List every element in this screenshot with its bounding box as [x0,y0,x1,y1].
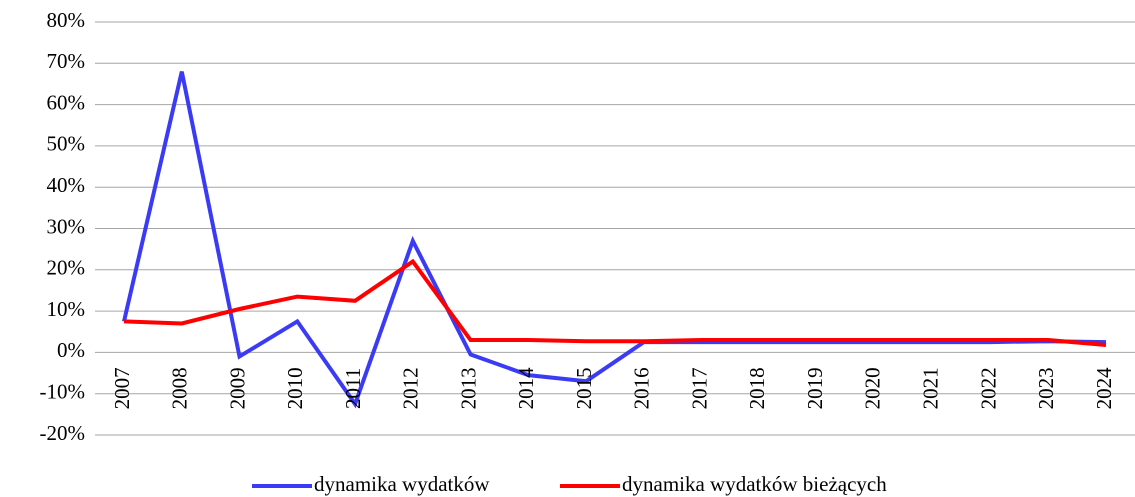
y-tick-label: 0% [57,338,85,362]
x-tick-label: 2023 [1034,367,1058,409]
x-tick-label: 2024 [1092,367,1116,410]
y-tick-label: 70% [47,49,86,73]
y-tick-label: 10% [47,297,86,321]
y-tick-label: 80% [47,8,86,32]
legend-label: dynamika wydatków [314,472,490,496]
y-tick-label: -10% [40,380,86,404]
y-tick-label: -20% [40,421,86,445]
x-tick-label: 2021 [919,367,943,409]
x-tick-label: 2016 [630,367,654,409]
x-tick-label: 2015 [572,367,596,409]
series-line [123,258,1107,347]
x-tick-label: 2013 [456,367,480,409]
x-tick-label: 2018 [745,367,769,409]
x-tick-label: 2008 [168,367,192,409]
x-tick-label: 2017 [687,367,711,409]
x-tick-label: 2007 [110,367,134,409]
x-tick-label: 2022 [976,367,1000,409]
x-tick-label: 2009 [225,367,249,409]
x-tick-label: 2020 [861,367,885,409]
y-tick-label: 60% [47,90,86,114]
y-tick-label: 40% [47,173,86,197]
x-tick-label: 2011 [341,368,365,409]
y-tick-label: 30% [47,214,86,238]
series-line [122,71,1107,409]
x-tick-label: 2019 [803,367,827,409]
legend-label: dynamika wydatków bieżących [622,472,887,496]
y-tick-label: 50% [47,132,86,156]
y-tick-label: 20% [47,256,86,280]
x-tick-label: 2012 [399,367,423,409]
x-tick-label: 2014 [514,367,538,410]
x-tick-label: 2010 [283,367,307,409]
